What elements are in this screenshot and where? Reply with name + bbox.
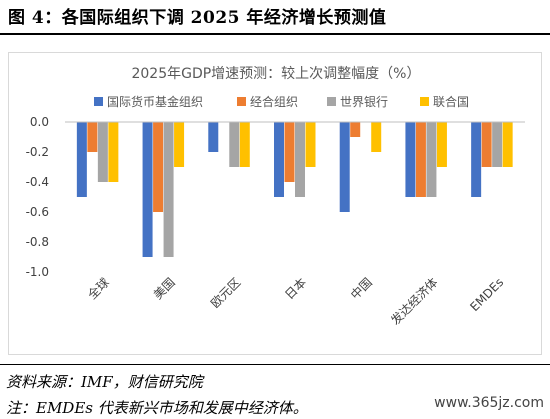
bar — [371, 122, 382, 152]
bar — [305, 122, 316, 167]
x-tick-label: 美国 — [151, 275, 178, 302]
chart-title: 2025年GDP增速预测：较上次调整幅度（%） — [131, 66, 420, 82]
bar — [295, 122, 305, 197]
bar — [339, 122, 350, 212]
title-rule — [0, 33, 550, 35]
footnote: 注：EMDEs 代表新兴市场和发展中经济体。 — [6, 399, 308, 417]
footer-rule — [0, 364, 550, 365]
legend-label: 国际货币基金组织 — [107, 94, 203, 109]
bar — [108, 122, 119, 182]
bars — [76, 122, 513, 257]
x-tick-label: 日本 — [282, 275, 309, 302]
legend-swatch — [94, 97, 103, 106]
y-tick-label: -0.4 — [26, 175, 49, 189]
x-tick-label: 欧元区 — [208, 275, 243, 310]
bar — [142, 122, 153, 257]
y-tick-label: 0.0 — [30, 115, 49, 129]
y-tick-label: -0.8 — [26, 235, 49, 249]
legend-label: 世界银行 — [340, 95, 388, 109]
x-tick-label: EMDEs — [467, 275, 506, 314]
bar — [426, 122, 437, 197]
bar — [350, 122, 361, 137]
bar — [405, 122, 416, 197]
legend-swatch — [237, 97, 246, 106]
bar — [208, 122, 219, 152]
bar — [481, 122, 492, 167]
y-tick-label: -1.0 — [26, 265, 49, 279]
y-tick-label: -0.2 — [26, 145, 49, 159]
bar — [174, 122, 185, 167]
bar — [502, 122, 513, 167]
x-tick-label: 发达经济体 — [388, 275, 441, 328]
bar — [229, 122, 240, 167]
chart-frame: 2025年GDP增速预测：较上次调整幅度（%） 国际货币基金组织 经合组织 世界银行… — [8, 52, 542, 355]
watermark: www.365jz.com — [434, 395, 544, 411]
x-tick-label: 中国 — [347, 275, 375, 303]
bar — [76, 122, 87, 197]
bar — [97, 122, 108, 182]
y-axis: 0.0 -0.2 -0.4 -0.6 -0.8 -1.0 — [26, 115, 49, 279]
bar — [471, 122, 482, 197]
y-tick-label: -0.6 — [26, 205, 49, 219]
x-tick-label: 全球 — [84, 275, 112, 303]
legend-swatch — [420, 97, 429, 106]
legend-label: 经合组织 — [250, 94, 298, 109]
bar — [274, 122, 284, 197]
source-note: 资料来源：IMF，财信研究院 — [6, 373, 203, 391]
bar — [436, 122, 447, 167]
legend: 国际货币基金组织 经合组织 世界银行 联合国 — [94, 94, 469, 109]
figure-title: 图 4：各国际组织下调 2025 年经济增长预测值 — [8, 8, 387, 28]
bar — [239, 122, 250, 167]
bar — [87, 122, 98, 152]
bar-chart: 2025年GDP增速预测：较上次调整幅度（%） 国际货币基金组织 经合组织 世界银行… — [26, 66, 525, 328]
bar — [492, 122, 503, 167]
bar — [415, 122, 426, 197]
legend-label: 联合国 — [433, 94, 469, 109]
legend-swatch — [327, 97, 336, 106]
bar — [284, 122, 295, 182]
bar — [163, 122, 174, 257]
bar — [153, 122, 164, 212]
